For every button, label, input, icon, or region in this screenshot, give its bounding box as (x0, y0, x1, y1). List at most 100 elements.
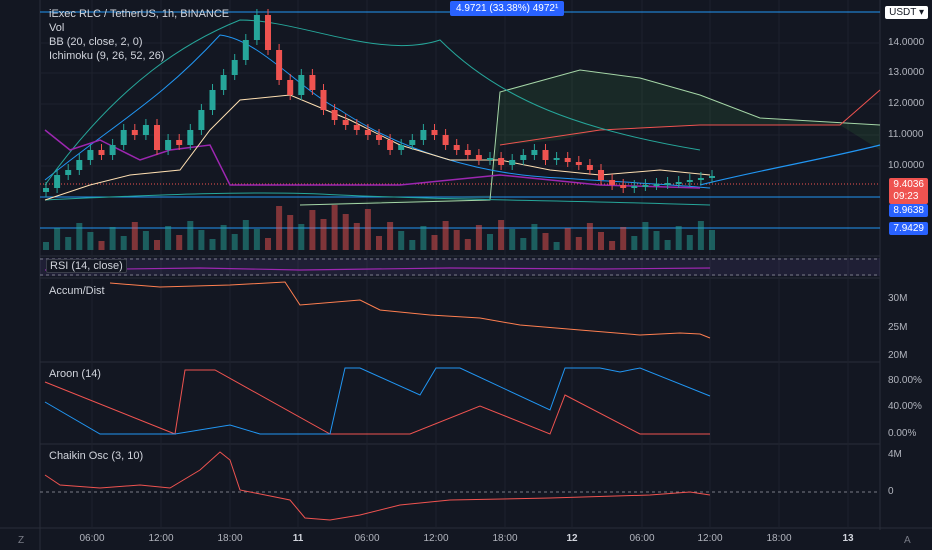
candle-body (320, 90, 327, 110)
indicator-vol[interactable]: Vol (49, 22, 65, 34)
volume-bar (376, 236, 382, 250)
candle-body (76, 160, 83, 170)
price-tick: 13.0000 (888, 67, 925, 78)
candle-body (442, 135, 449, 145)
candle-body (398, 145, 405, 150)
candle-body (176, 140, 183, 145)
volume-bar (209, 239, 216, 250)
time-tick: 12:00 (423, 533, 449, 544)
volume-bar (287, 215, 294, 250)
candle-body (631, 186, 638, 188)
candle-body (65, 170, 72, 175)
chaikin-tick: 0 (888, 486, 894, 497)
candle-body (586, 165, 593, 170)
timezone-toggle[interactable]: Z (18, 535, 25, 546)
volume-bar (509, 229, 516, 250)
ichimoku-lagging (44, 129, 701, 189)
volume-bar (87, 232, 94, 250)
price-tick: 10.0000 (888, 160, 925, 171)
candle-body (553, 158, 560, 160)
candle-body (342, 120, 349, 125)
volume-bar (653, 231, 660, 250)
volume-bar (76, 223, 83, 250)
volume-bar (54, 228, 61, 250)
candle-body (564, 158, 571, 162)
symbol-legend: iExec RLC / TetherUS, 1h, BINANCE Vol BB… (49, 7, 229, 63)
time-tick: 12:00 (148, 533, 174, 544)
candle-body (209, 90, 216, 110)
candle-body (697, 178, 704, 180)
volume-bar (575, 237, 582, 250)
volume-bar (120, 236, 127, 250)
volume-bar (165, 226, 172, 250)
candle-body (709, 176, 715, 178)
volume-bar (187, 221, 194, 250)
volume-bar (620, 227, 627, 250)
candle-body (664, 183, 671, 185)
volume-bar (242, 220, 249, 250)
volume-bar (198, 230, 205, 250)
rsi-pane-title[interactable]: RSI (14, close) (46, 259, 127, 273)
candle-body (487, 158, 493, 160)
candle-body (464, 150, 471, 155)
chaikin-tick: 4M (888, 449, 902, 460)
time-tick: 18:00 (766, 533, 792, 544)
volume-bar (709, 230, 715, 250)
volume-bar (420, 226, 427, 250)
candle-body (120, 130, 127, 145)
rsi-band (40, 258, 880, 276)
volume-bar (298, 224, 305, 250)
volume-bar (331, 205, 338, 250)
volume-bar (498, 220, 505, 250)
volume-bar (220, 225, 227, 250)
current-price-tag: 9.4036 09:23 (889, 178, 928, 204)
price-tick: 11.0000 (888, 129, 924, 140)
candle-body (498, 158, 505, 165)
volume-bar (398, 231, 405, 250)
candle-body (387, 140, 394, 150)
volume-bar (631, 236, 638, 250)
candle-body (242, 40, 249, 60)
volume-bar (276, 206, 283, 250)
chaikin-pane-title[interactable]: Chaikin Osc (3, 10) (49, 450, 144, 462)
candle-body (165, 140, 172, 150)
candle-body (54, 175, 61, 188)
ad-pane-title[interactable]: Accum/Dist (49, 285, 105, 297)
volume-bar (442, 221, 449, 250)
aroon-pane-title[interactable]: Aroon (14) (49, 368, 101, 380)
candle-body (620, 185, 627, 188)
volume-bar (586, 223, 593, 250)
candle-body (265, 15, 271, 50)
time-tick-day: 13 (842, 533, 854, 544)
volume-bar (109, 227, 116, 250)
symbol-title: iExec RLC / TetherUS, 1h, BINANCE (49, 8, 230, 20)
candle-body (87, 150, 94, 160)
senkou-a (299, 69, 881, 206)
candle-body (531, 150, 538, 155)
indicator-ichimoku[interactable]: Ichimoku (9, 26, 52, 26) (49, 50, 165, 62)
volume-bar (487, 234, 493, 250)
time-tick: 06:00 (354, 533, 380, 544)
time-tick: 06:00 (629, 533, 655, 544)
indicator-bb[interactable]: BB (20, close, 2, 0) (49, 36, 143, 48)
candle-body (131, 130, 138, 135)
candle-body (675, 182, 682, 184)
volume-bar (131, 222, 138, 250)
chaikin-line (44, 451, 711, 521)
currency-selector[interactable]: USDT ▾ (885, 6, 928, 19)
auto-scale-toggle[interactable]: A (904, 535, 911, 546)
candle-body (509, 160, 516, 165)
volume-bar (309, 210, 316, 250)
ad-tick: 20M (888, 350, 908, 361)
ad-line (109, 281, 711, 339)
ad-tick: 30M (888, 293, 908, 304)
candle-body (43, 188, 49, 192)
bb-lower (44, 192, 711, 206)
time-tick-day: 11 (292, 533, 304, 544)
volume-bar (564, 228, 571, 250)
aroon-tick: 0.00% (888, 428, 917, 439)
volume-bar (176, 235, 183, 250)
time-tick: 12:00 (697, 533, 723, 544)
volume-bar (320, 219, 327, 250)
